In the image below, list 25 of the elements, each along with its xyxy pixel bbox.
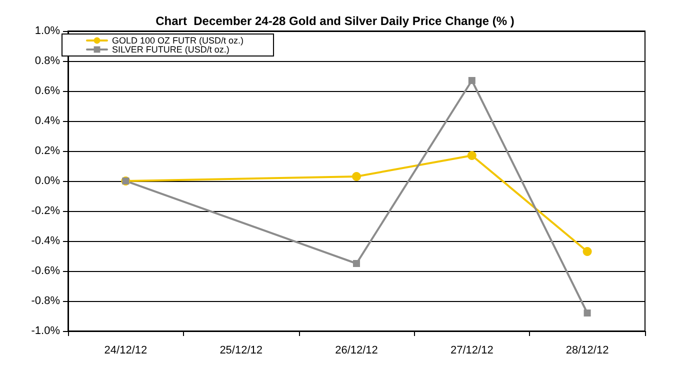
- point: [468, 77, 476, 84]
- chart-title: Chart December 24-28 Gold and Silver Daily Price Change (% ): [156, 14, 514, 28]
- y-tick-label: 1.0%: [34, 25, 60, 37]
- point: [582, 247, 592, 256]
- y-tick-label: -1.0%: [31, 325, 60, 337]
- y-tick-label: -0.4%: [31, 235, 60, 247]
- y-tick-label: -0.6%: [31, 265, 60, 277]
- y-tick-label: -0.2%: [31, 205, 60, 217]
- x-tick-label: 25/12/12: [220, 344, 263, 356]
- x-tick-label: 26/12/12: [335, 344, 378, 356]
- y-tick-label: 0.8%: [34, 55, 60, 67]
- point: [584, 310, 591, 316]
- point: [352, 172, 361, 181]
- x-tick-label: 28/12/12: [566, 344, 609, 356]
- x-tick-label: 27/12/12: [450, 344, 494, 356]
- point: [467, 151, 476, 160]
- y-tick-label: 0.6%: [34, 85, 60, 97]
- x-tick-label: 24/12/12: [104, 344, 148, 356]
- y-tick-label: 0.0%: [34, 175, 60, 187]
- y-tick-label: 0.4%: [34, 115, 60, 127]
- legend-label: SILVER FUTURE (USD/t oz.): [112, 44, 230, 54]
- point: [353, 260, 360, 267]
- y-tick-label: 0.2%: [34, 145, 60, 157]
- legend-label: GOLD 100 OZ FUTR (USD/t oz.): [112, 36, 244, 46]
- y-tick-label: -0.8%: [31, 295, 60, 307]
